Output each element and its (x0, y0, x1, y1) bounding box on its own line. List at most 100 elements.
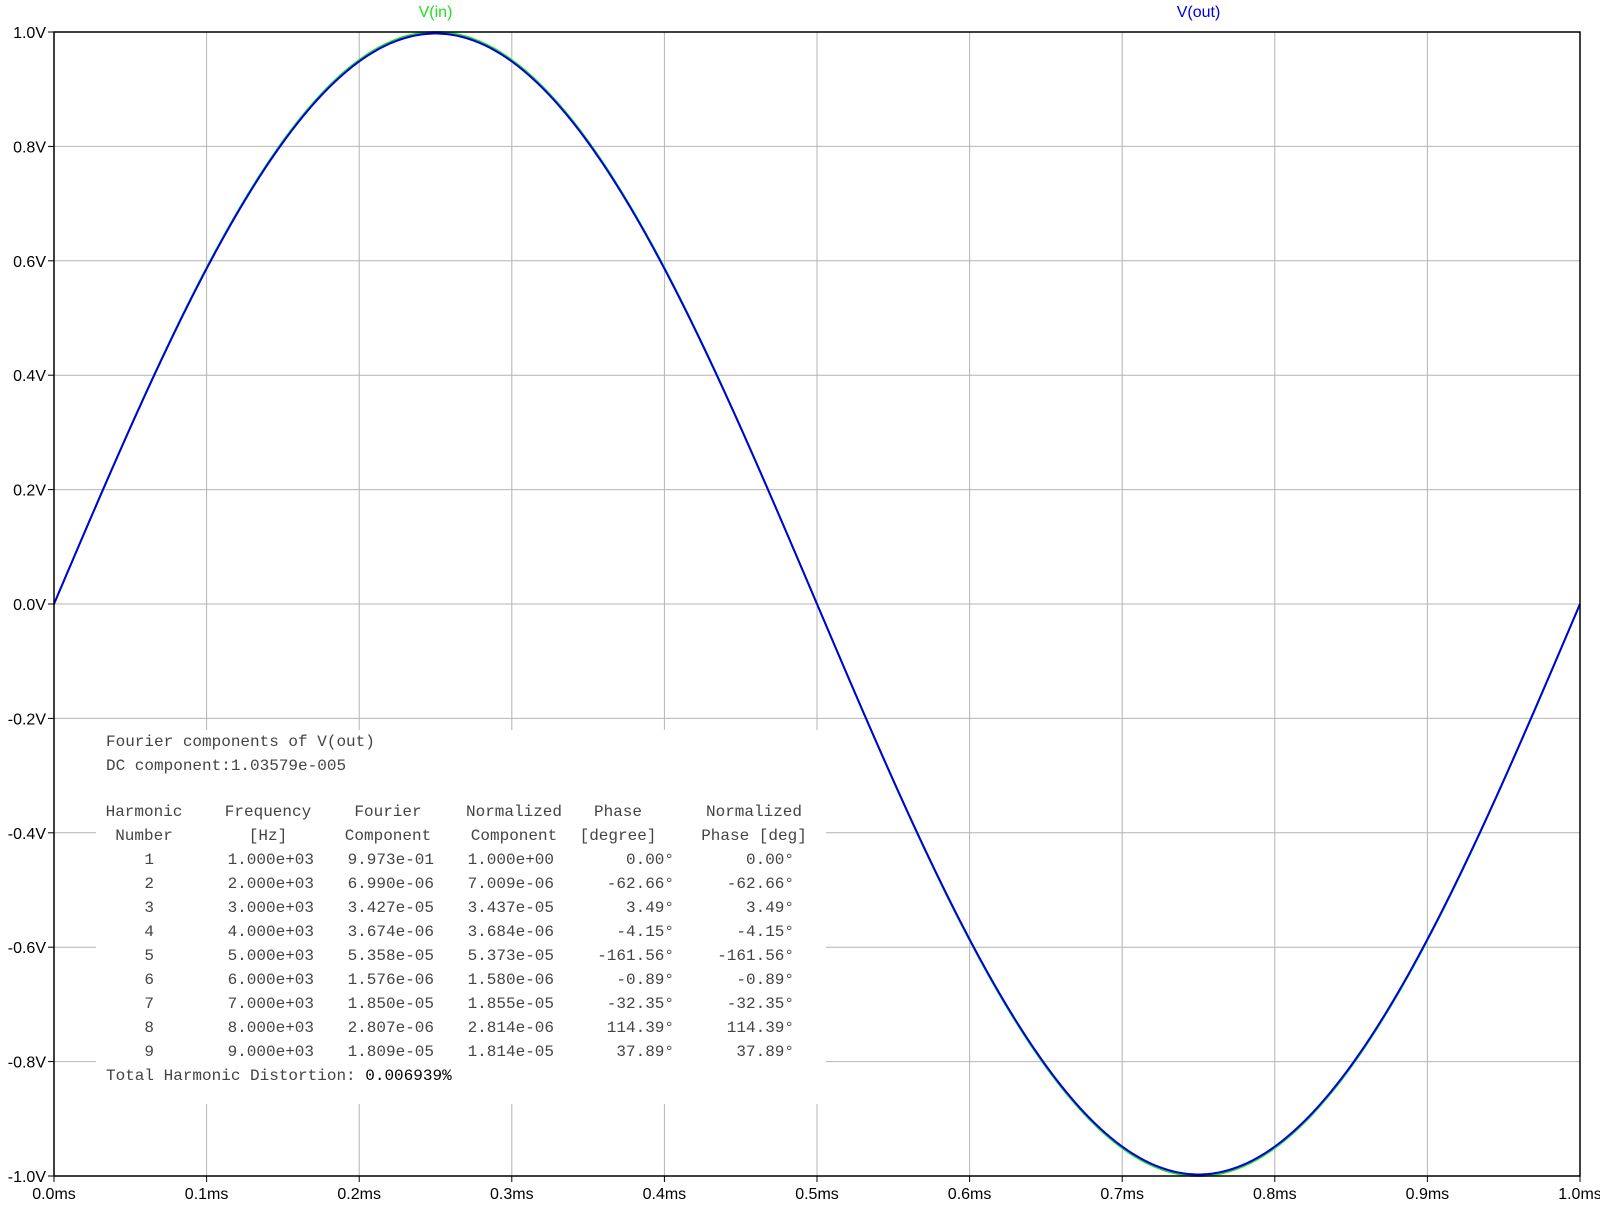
table-cell: 5.358e-05 (347, 947, 434, 965)
table-cell: 1.814e-05 (467, 1043, 554, 1061)
x-tick-label: 0.0ms (32, 1186, 76, 1203)
table-cell: 1 (144, 851, 154, 869)
table-cell: 9.973e-01 (347, 851, 434, 869)
table-cell: 6 (144, 971, 154, 989)
table-cell: 2 (144, 875, 154, 893)
y-tick-label: 0.6V (13, 254, 46, 271)
y-tick-label: 0.8V (13, 139, 46, 156)
table-cell: 37.89° (736, 1043, 794, 1061)
fourier-results-panel: Fourier components of V(out) DC componen… (96, 730, 826, 1104)
table-cell: 0.00° (625, 851, 674, 869)
x-tick-label: 0.6ms (948, 1186, 992, 1203)
thd-value: 0.006939% (365, 1067, 452, 1085)
table-header: Phase (593, 803, 642, 821)
table-cell: 4 (144, 923, 154, 941)
table-header: Harmonic (105, 803, 183, 821)
table-cell: 114.39° (726, 1019, 794, 1037)
table-cell: 7.009e-06 (467, 875, 554, 893)
table-cell: 3.437e-05 (467, 899, 554, 917)
table-cell: 7.000e+03 (227, 995, 314, 1013)
table-cell: 3.674e-06 (347, 923, 434, 941)
table-cell: 4.000e+03 (227, 923, 314, 941)
y-tick-label: -0.6V (8, 940, 47, 957)
table-cell: 1.576e-06 (347, 971, 434, 989)
x-tick-label: 0.5ms (795, 1186, 839, 1203)
thd-line: Total Harmonic Distortion: 0.006939% (106, 1064, 452, 1088)
y-tick-label: -0.4V (8, 826, 47, 843)
table-header: Frequency (224, 803, 312, 821)
table-header: Normalized (465, 803, 562, 821)
table-cell: 8.000e+03 (227, 1019, 314, 1037)
table-header: Number (115, 827, 173, 845)
table-cell: 3.684e-06 (467, 923, 554, 941)
table-cell: -4.15° (736, 923, 794, 941)
table-cell: 37.89° (616, 1043, 674, 1061)
legend-entry[interactable]: V(in) (419, 4, 453, 21)
plot-frame (53, 31, 1581, 1177)
x-tick-label: 0.7ms (1100, 1186, 1144, 1203)
y-tick-label: 0.4V (13, 368, 46, 385)
thd-label: Total Harmonic Distortion: (106, 1067, 356, 1085)
table-header: Phase [deg] (701, 827, 807, 845)
legend-entry[interactable]: V(out) (1177, 4, 1221, 21)
table-cell: -62.66° (726, 875, 794, 893)
table-cell: -32.35° (726, 995, 794, 1013)
table-cell: 9.000e+03 (227, 1043, 314, 1061)
table-cell: 1.855e-05 (467, 995, 554, 1013)
table-cell: -0.89° (616, 971, 674, 989)
y-tick-label: -0.2V (8, 711, 47, 728)
table-cell: 1.850e-05 (347, 995, 434, 1013)
table-cell: -161.56° (717, 947, 794, 965)
table-cell: 0.00° (745, 851, 794, 869)
table-cell: 7 (144, 995, 154, 1013)
table-header: Component (344, 827, 432, 845)
table-cell: 2.807e-06 (347, 1019, 434, 1037)
table-cell: 3.49° (625, 899, 674, 917)
table-cell: 5.000e+03 (227, 947, 314, 965)
table-cell: 114.39° (606, 1019, 674, 1037)
x-tick-label: 1.0ms (1558, 1186, 1600, 1203)
table-cell: 3.427e-05 (347, 899, 434, 917)
y-tick-label: 0.0V (13, 597, 46, 614)
table-header: [degree] (579, 827, 657, 845)
legend: V(in) V(out) (419, 4, 1221, 21)
table-cell: 6.000e+03 (227, 971, 314, 989)
y-tick-label: -1.0V (8, 1169, 47, 1186)
table-cell: 3 (144, 899, 154, 917)
x-tick-label: 0.4ms (643, 1186, 687, 1203)
table-cell: 3.000e+03 (227, 899, 314, 917)
table-cell: 6.990e-06 (347, 875, 434, 893)
table-header: Fourier (354, 803, 422, 821)
series-layer (53, 30, 1581, 1178)
table-cell: 9 (144, 1043, 154, 1061)
y-tick-label: 0.2V (13, 483, 46, 500)
table-cell: 5.373e-05 (467, 947, 554, 965)
table-cell: -62.66° (606, 875, 674, 893)
table-cell: 1.000e+00 (467, 851, 554, 869)
table-cell: -32.35° (606, 995, 674, 1013)
dc-component: DC component:1.03579e-005 (106, 757, 347, 775)
y-tick-label: -0.8V (8, 1055, 47, 1072)
table-header: Normalized (705, 803, 802, 821)
x-tick-label: 0.3ms (490, 1186, 534, 1203)
table-cell: -4.15° (616, 923, 674, 941)
fourier-title: Fourier components of V(out) (106, 733, 375, 751)
table-cell: 1.000e+03 (227, 851, 314, 869)
table-cell: 2.000e+03 (227, 875, 314, 893)
x-tick-label: 0.8ms (1253, 1186, 1297, 1203)
table-cell: -0.89° (736, 971, 794, 989)
table-cell: 2.814e-06 (467, 1019, 554, 1037)
table-cell: 1.809e-05 (347, 1043, 434, 1061)
table-header: Component (470, 827, 558, 845)
table-cell: 1.580e-06 (467, 971, 554, 989)
table-cell: 8 (144, 1019, 154, 1037)
table-cell: 5 (144, 947, 154, 965)
x-tick-label: 0.1ms (185, 1186, 229, 1203)
y-tick-label: 1.0V (13, 25, 46, 42)
x-tick-label: 0.9ms (1406, 1186, 1450, 1203)
series-line-v-out- (53, 32, 1581, 1176)
table-header: [Hz] (248, 827, 288, 845)
table-cell: 3.49° (745, 899, 794, 917)
axis-ticks: 0.0ms 0.1ms 0.2ms 0.3ms 0.4ms 0.5ms 0.6ms 0.7ms… (8, 25, 1600, 1203)
x-tick-label: 0.2ms (337, 1186, 381, 1203)
